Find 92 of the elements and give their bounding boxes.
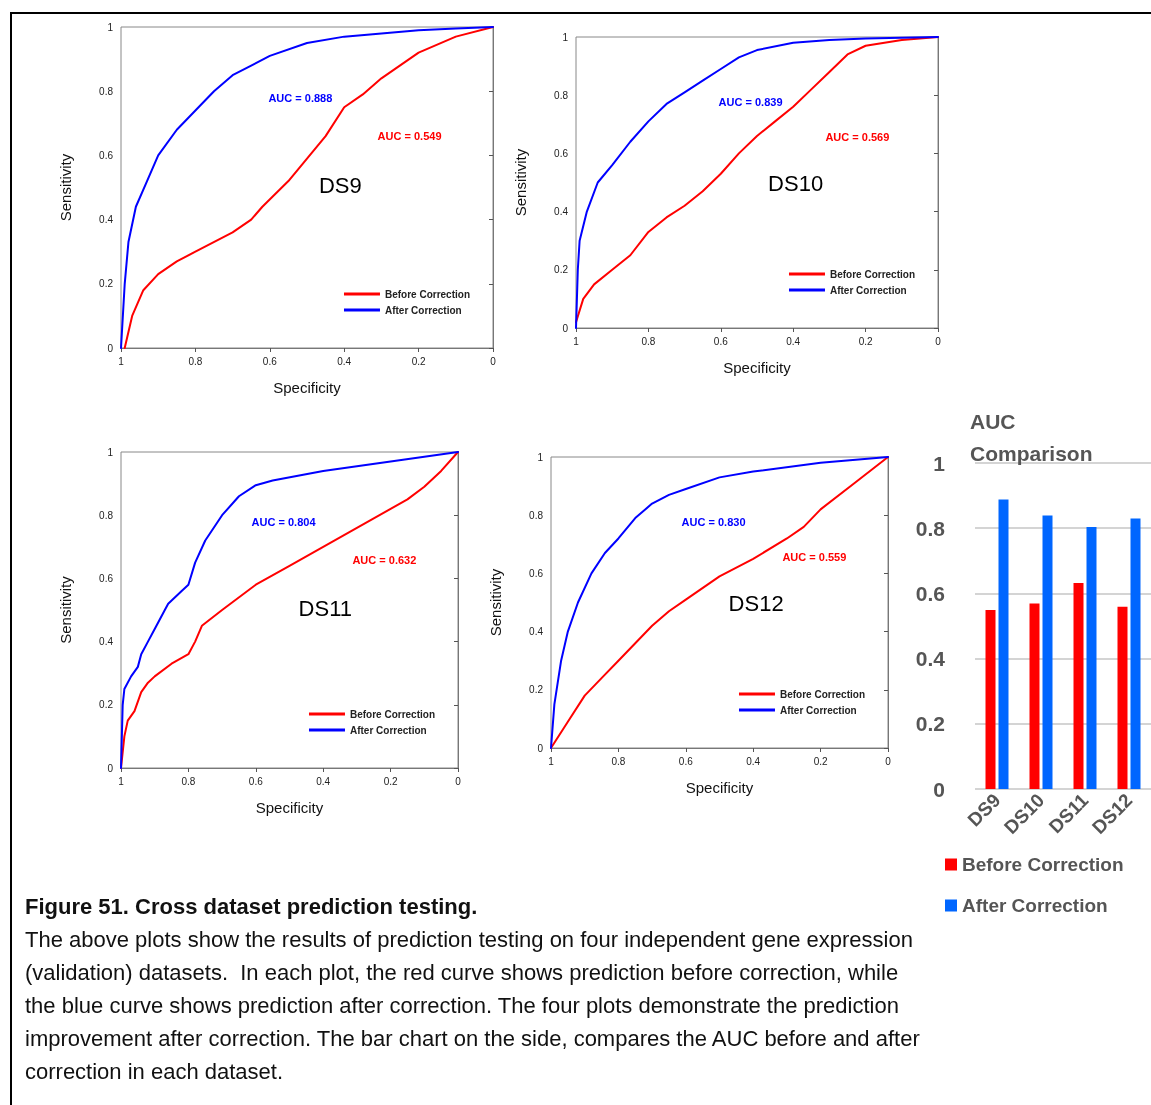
x-tick-label: 0.8 [181,775,196,787]
y-tick-label: 0 [562,322,569,334]
y-tick-label: 0.6 [99,572,114,584]
y-tick-label: 0.4 [554,206,569,218]
y-tick-label: 0.6 [529,567,544,579]
x-tick-label: 0.6 [248,775,264,787]
x-tick-label: 0.6 [678,755,694,767]
y-tick-label: 0.6 [99,149,114,161]
x-axis-title: Specificity [723,359,792,376]
annotation: AUC = 0.549 [377,130,442,142]
x-tick-label: 0.4 [316,775,331,787]
y-tick-label: 1 [107,21,114,33]
x-tick-label: 0.4 [786,335,801,347]
x-tick-label: 0.6 [713,335,729,347]
y-tick-label: 1 [107,446,114,458]
line-series [550,456,889,749]
annotation: AUC = 0.804 [251,515,317,528]
x-tick-label: 0.6 [262,355,278,367]
y-axis-title: Sensitivity [487,568,504,637]
x-tick-label: 0.2 [383,775,398,787]
y-axis-title: Sensitivity [57,153,74,222]
chart-title: AUC Comparison [970,409,1093,465]
y-tick-label: 0.2 [529,684,544,696]
annotation: AUC = 0.830 [681,515,746,528]
legend-label: After Correction [349,724,427,736]
annotation: AUC = 0.559 [782,551,847,563]
text: DS10 [768,170,824,196]
text: DS11 [298,595,353,621]
line-series [120,451,459,769]
x-tick-label: 0.2 [813,755,828,767]
x-tick-label: 0 [490,355,497,367]
legend-label: Before Correction [779,688,865,700]
x-tick-label: 0 [885,755,892,767]
bar [1042,515,1053,789]
legend-label: After Correction [384,304,462,316]
y-tick-label: 0.2 [554,264,569,276]
x-tick-label: 1 [118,355,125,367]
x-axis-title: Specificity [685,779,754,796]
x-tick-label: 1 [118,775,125,787]
text: The above plots show the results of prediction testing on four independent gene expression (validation) datasets. In each plot, the red curve shows prediction before correction, while the blue curve shows prediction after correction. The four plots demonstrate the prediction improvement after correction. The bar chart on the side, compares the AUC before and after correction in each dataset. [25,926,921,1086]
bar [1086,526,1097,789]
x-tick-label: 0.2 [411,355,426,367]
annotation: AUC = 0.839 [718,95,783,108]
y-tick-label: 0.4 [915,647,946,671]
bar [1073,582,1084,789]
legend-label: After Correction [829,284,907,296]
y-tick-label: 1 [562,31,569,43]
annotation: AUC = 0.888 [268,91,333,104]
y-axis-title: Sensitivity [57,575,74,644]
legend-label: Before Correction [829,268,915,280]
legend-label: After Correction [779,704,857,716]
y-tick-label: 0.2 [99,278,114,290]
y-tick-label: 0.4 [99,214,114,226]
x-tick-label: 1 [573,335,580,347]
annotation: AUC = 0.569 [825,131,890,143]
x-tick-label: 0.8 [188,355,203,367]
y-tick-label: 0.6 [554,147,569,159]
x-tick-label: 0.4 [337,355,352,367]
y-tick-label: 0.4 [529,626,544,638]
y-tick-label: 0.8 [915,516,946,540]
x-axis-title: Specificity [273,379,342,396]
y-tick-label: 0.8 [99,509,114,521]
bar [1130,518,1141,789]
y-tick-label: 0 [537,742,544,754]
y-tick-label: 0.8 [99,85,114,97]
y-tick-label: 0.6 [915,581,945,605]
text: DS9 [318,172,362,198]
annotation: AUC = 0.632 [352,553,417,566]
x-axis-title: Specificity [255,799,324,816]
y-tick-label: 0.2 [915,712,945,736]
bar [985,610,996,789]
y-tick-label: 0.2 [99,699,114,711]
legend-label: After Correction [962,895,1108,916]
x-tick-label: 0.2 [858,335,873,347]
y-tick-label: 0.8 [529,509,544,521]
x-tick-label: 0 [455,775,462,787]
y-tick-label: 0.4 [99,636,114,648]
y-tick-label: 1 [537,451,544,463]
y-axis-title: Sensitivity [512,148,529,217]
y-tick-label: 1 [933,451,946,475]
legend-label: Before Correction [384,288,470,300]
y-tick-label: 0.8 [554,89,569,101]
legend-label: Before Correction [962,854,1124,875]
legend-label: Before Correction [349,708,435,720]
bar [1029,603,1040,789]
x-tick-label: 0.4 [746,755,761,767]
x-tick-label: 0.8 [611,755,626,767]
text: Figure 51. Cross dataset prediction testing. [25,893,479,921]
x-tick-label: 0.8 [641,335,656,347]
text: DS12 [728,590,784,616]
bar [998,499,1009,789]
bar [1117,606,1128,789]
